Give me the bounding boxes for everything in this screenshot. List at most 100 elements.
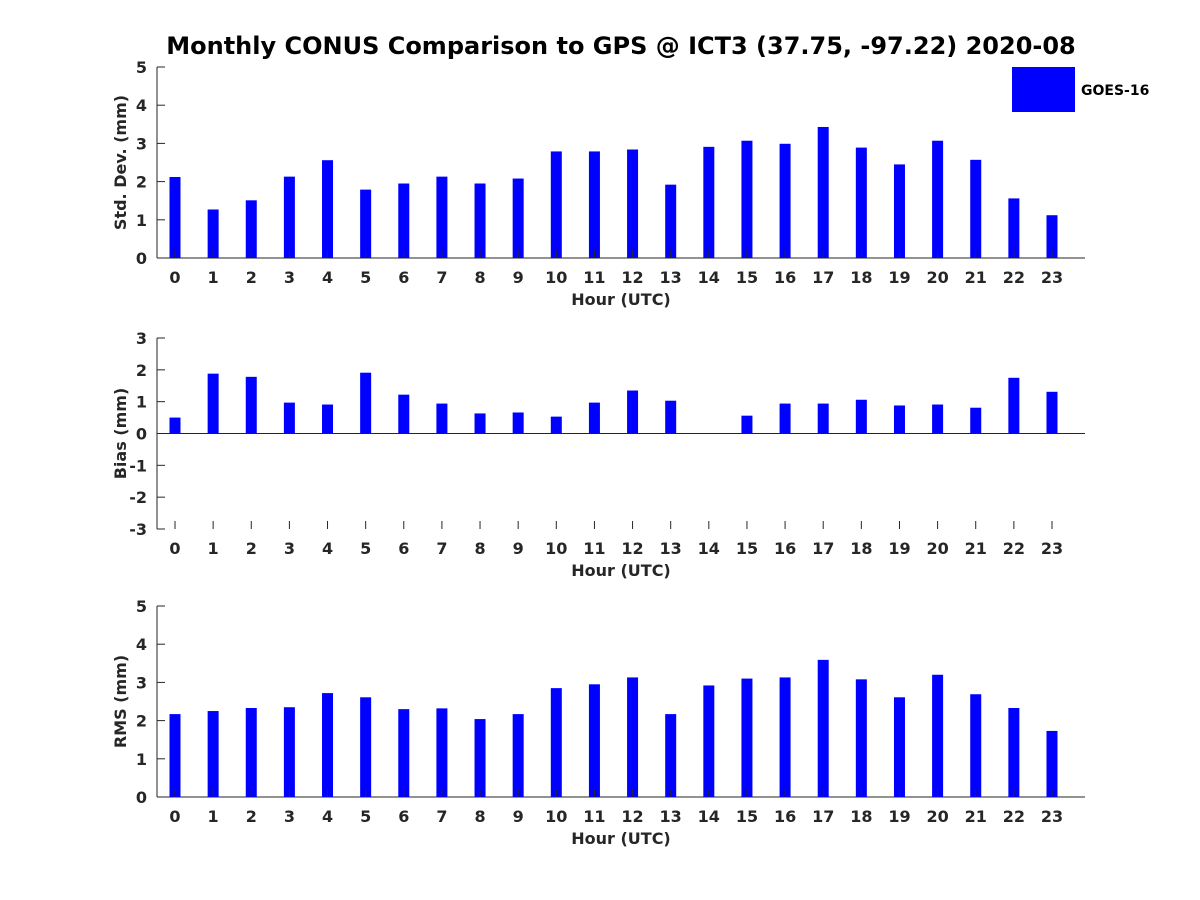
rms-x-tick-label: 21: [965, 807, 987, 826]
std-dev-x-tick-label: 4: [322, 268, 333, 287]
rms-x-tick-label: 14: [698, 807, 720, 826]
std-dev-x-tick-label: 18: [850, 268, 872, 287]
bias-x-tick-label: 6: [398, 539, 409, 558]
bias-y-tick-label: 2: [136, 361, 147, 380]
chart-title: Monthly CONUS Comparison to GPS @ ICT3 (…: [166, 32, 1076, 60]
std-dev-bar: [588, 151, 600, 258]
std-dev-y-tick-label: 3: [136, 134, 147, 153]
bias-bar: [550, 416, 562, 434]
rms-bar: [855, 679, 867, 797]
rms-x-tick-label: 8: [474, 807, 485, 826]
rms-bar: [322, 693, 334, 797]
bias-bar: [932, 404, 944, 434]
bias-bar: [817, 403, 829, 434]
legend-label: GOES-16: [1081, 83, 1149, 99]
legend: GOES-16: [1012, 67, 1149, 112]
rms-bar: [512, 714, 524, 797]
bias-x-tick-label: 19: [888, 539, 910, 558]
std-dev-bar: [855, 147, 867, 258]
bias-bar: [855, 399, 867, 434]
bias-bar: [322, 404, 334, 434]
rms-bar: [169, 714, 181, 797]
bias-bar: [169, 417, 181, 434]
std-dev-y-tick-label: 1: [136, 211, 147, 230]
std-dev-bar: [474, 183, 486, 258]
bias-bar: [436, 403, 448, 434]
std-dev-bar: [741, 140, 753, 258]
bias-bar: [283, 402, 295, 434]
std-dev-y-tick-label: 5: [136, 58, 147, 77]
rms-x-tick-label: 6: [398, 807, 409, 826]
rms-x-tick-label: 15: [736, 807, 758, 826]
bias-bar: [970, 407, 982, 434]
std-dev-bar: [627, 149, 639, 258]
std-dev-bar: [512, 178, 524, 258]
rms-x-axis-label: Hour (UTC): [571, 829, 671, 848]
std-dev-x-axis-label: Hour (UTC): [571, 290, 671, 309]
std-dev-bar: [207, 209, 219, 258]
rms-bar: [360, 697, 372, 797]
rms-x-tick-label: 5: [360, 807, 371, 826]
bias-x-tick-label: 3: [284, 539, 295, 558]
rms-bar: [1008, 707, 1020, 797]
rms-bar: [741, 678, 753, 797]
rms-bar: [1046, 730, 1058, 797]
std-dev-y-tick-label: 2: [136, 173, 147, 192]
rms-bar: [588, 684, 600, 797]
bias-x-tick-label: 23: [1041, 539, 1063, 558]
rms-y-tick-label: 1: [136, 750, 147, 769]
bias-bar: [627, 390, 639, 434]
bias-bar: [512, 412, 524, 434]
std-dev-x-tick-label: 17: [812, 268, 834, 287]
bias-bar: [207, 373, 219, 434]
bias-y-tick-label: -2: [129, 488, 147, 507]
bias-x-tick-label: 1: [208, 539, 219, 558]
std-dev-x-tick-label: 9: [513, 268, 524, 287]
rms-bar: [932, 674, 944, 797]
bias-x-tick-label: 22: [1003, 539, 1025, 558]
bias-y-tick-label: 3: [136, 329, 147, 348]
rms-x-tick-label: 11: [583, 807, 605, 826]
rms-x-tick-label: 9: [513, 807, 524, 826]
rms-bar: [436, 708, 448, 797]
std-dev-bar: [245, 200, 257, 258]
rms-y-tick-label: 5: [136, 597, 147, 616]
bias-x-tick-label: 16: [774, 539, 796, 558]
rms-x-tick-label: 12: [621, 807, 643, 826]
bias-bar: [398, 394, 410, 434]
std-dev-bar: [932, 140, 944, 258]
bias-x-tick-label: 2: [246, 539, 257, 558]
bias-x-tick-label: 18: [850, 539, 872, 558]
std-dev-x-tick-label: 22: [1003, 268, 1025, 287]
std-dev-x-tick-label: 6: [398, 268, 409, 287]
rms-x-tick-label: 3: [284, 807, 295, 826]
rms-bar: [627, 677, 639, 797]
std-dev-x-tick-label: 10: [545, 268, 567, 287]
bias-x-tick-label: 7: [436, 539, 447, 558]
std-dev-x-tick-label: 12: [621, 268, 643, 287]
std-dev-x-tick-label: 5: [360, 268, 371, 287]
bias-x-tick-label: 11: [583, 539, 605, 558]
std-dev-x-tick-label: 15: [736, 268, 758, 287]
std-dev-x-tick-label: 1: [208, 268, 219, 287]
std-dev-x-tick-label: 21: [965, 268, 987, 287]
std-dev-x-tick-label: 2: [246, 268, 257, 287]
bias-x-tick-label: 20: [926, 539, 948, 558]
bias-x-axis-label: Hour (UTC): [571, 561, 671, 580]
rms-x-tick-label: 17: [812, 807, 834, 826]
bias-bar: [360, 372, 372, 434]
rms-bar: [665, 714, 677, 797]
std-dev-bar: [550, 151, 562, 258]
rms-bar: [779, 677, 791, 797]
bias-y-tick-label: 1: [136, 393, 147, 412]
std-dev-bar: [169, 177, 181, 258]
std-dev-x-tick-label: 14: [698, 268, 720, 287]
rms-bar: [550, 688, 562, 797]
rms-x-tick-label: 23: [1041, 807, 1063, 826]
bias-bar: [1046, 391, 1058, 434]
